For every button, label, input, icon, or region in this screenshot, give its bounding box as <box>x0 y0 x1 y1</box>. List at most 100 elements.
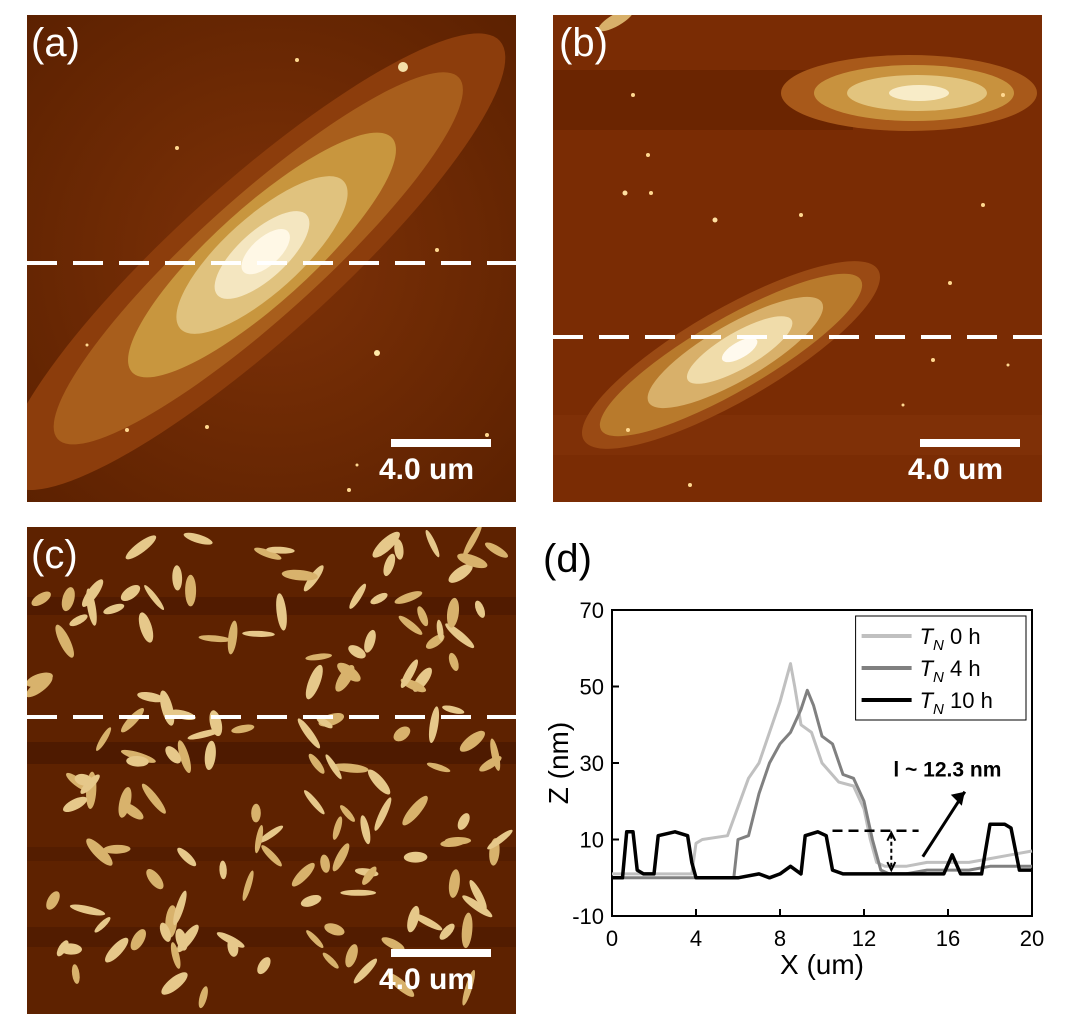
flake <box>462 969 476 1006</box>
flake <box>445 623 475 649</box>
flake <box>428 706 440 743</box>
flake <box>69 614 88 627</box>
flake <box>242 630 275 637</box>
flake <box>367 769 391 795</box>
y-tick-label: 30 <box>580 751 604 776</box>
flake <box>63 796 88 813</box>
flake <box>80 774 100 794</box>
flake <box>94 917 111 933</box>
flake <box>425 529 440 558</box>
flake <box>173 890 187 926</box>
flake <box>332 763 369 773</box>
flake <box>484 542 509 558</box>
flake <box>474 600 486 618</box>
flake <box>242 870 254 901</box>
flake <box>204 740 216 771</box>
flake <box>394 539 404 560</box>
flake <box>187 728 222 740</box>
panel-label-d: (d) <box>543 537 592 581</box>
flake <box>165 746 182 764</box>
flake <box>457 813 470 830</box>
y-axis-label: Z (nm) <box>543 722 574 804</box>
flake <box>291 862 315 887</box>
flake <box>353 958 378 984</box>
flake <box>417 606 429 627</box>
scale-bar-line <box>391 949 491 957</box>
flake <box>177 740 191 774</box>
flake <box>325 754 342 780</box>
flake <box>219 860 227 880</box>
flake <box>251 803 261 823</box>
flake <box>266 546 295 554</box>
flake <box>332 816 343 840</box>
flake <box>462 527 482 557</box>
annotation-text: l ~ 12.3 nm <box>893 758 1001 781</box>
flake <box>261 845 282 867</box>
flake <box>161 972 188 995</box>
flake <box>227 620 238 655</box>
flake <box>348 645 366 659</box>
afm-image-b: (b) 4.0 um <box>553 15 1042 502</box>
flake <box>320 854 330 873</box>
flake <box>130 929 146 951</box>
flake <box>457 553 488 569</box>
flake <box>374 797 392 831</box>
flake <box>308 753 325 774</box>
flake <box>254 547 282 560</box>
flake <box>125 535 157 560</box>
flake <box>198 635 231 643</box>
flake <box>345 944 358 968</box>
flake <box>27 672 53 688</box>
flake <box>364 629 376 653</box>
annotation-arrowhead-down <box>886 861 897 873</box>
flake <box>183 532 213 545</box>
flake <box>59 943 82 955</box>
flake <box>103 844 131 854</box>
flake <box>337 662 361 682</box>
flake <box>448 869 460 898</box>
flake <box>137 691 165 703</box>
flake <box>439 923 455 940</box>
panel-label-c: (c) <box>31 533 78 577</box>
flake <box>448 563 473 583</box>
annotation-arrow <box>921 790 967 858</box>
flake <box>46 891 60 910</box>
flake <box>120 707 145 733</box>
flake <box>360 815 371 845</box>
flake <box>479 756 502 772</box>
x-tick-label: 16 <box>936 926 960 951</box>
flake <box>446 597 460 628</box>
flake <box>71 964 80 984</box>
flake <box>398 615 423 635</box>
flake <box>231 724 255 734</box>
panel-label-a: (a) <box>31 21 80 65</box>
scale-bar-text: 4.0 um <box>379 963 475 996</box>
flake <box>69 904 106 916</box>
flake <box>258 825 284 843</box>
flake <box>96 727 112 751</box>
flake <box>257 957 271 975</box>
flake <box>316 717 333 729</box>
flake <box>459 730 485 752</box>
flake <box>300 894 322 907</box>
flake <box>469 879 487 910</box>
flake <box>170 942 181 969</box>
x-axis-label: X (um) <box>780 949 864 980</box>
x-tick-label: 4 <box>690 926 702 951</box>
series-line-2 <box>612 822 1032 880</box>
y-tick-label: 70 <box>580 598 604 623</box>
x-tick-label: 12 <box>852 926 876 951</box>
flake <box>402 795 428 826</box>
flake <box>340 805 355 822</box>
flake <box>105 937 129 963</box>
flake <box>426 762 451 773</box>
scale-bar-text: 4.0 um <box>379 453 475 486</box>
flake <box>177 847 197 867</box>
x-tick-label: 20 <box>1020 926 1044 951</box>
flake <box>185 574 197 607</box>
flake <box>305 653 333 661</box>
flake <box>146 868 164 890</box>
flake <box>144 584 165 611</box>
height-profile-chart: 0 4 8 12 16 20 -10 10 30 50 70 X (um) Z (nm) l ~ 12.3… <box>543 598 1044 980</box>
flake <box>227 937 239 957</box>
